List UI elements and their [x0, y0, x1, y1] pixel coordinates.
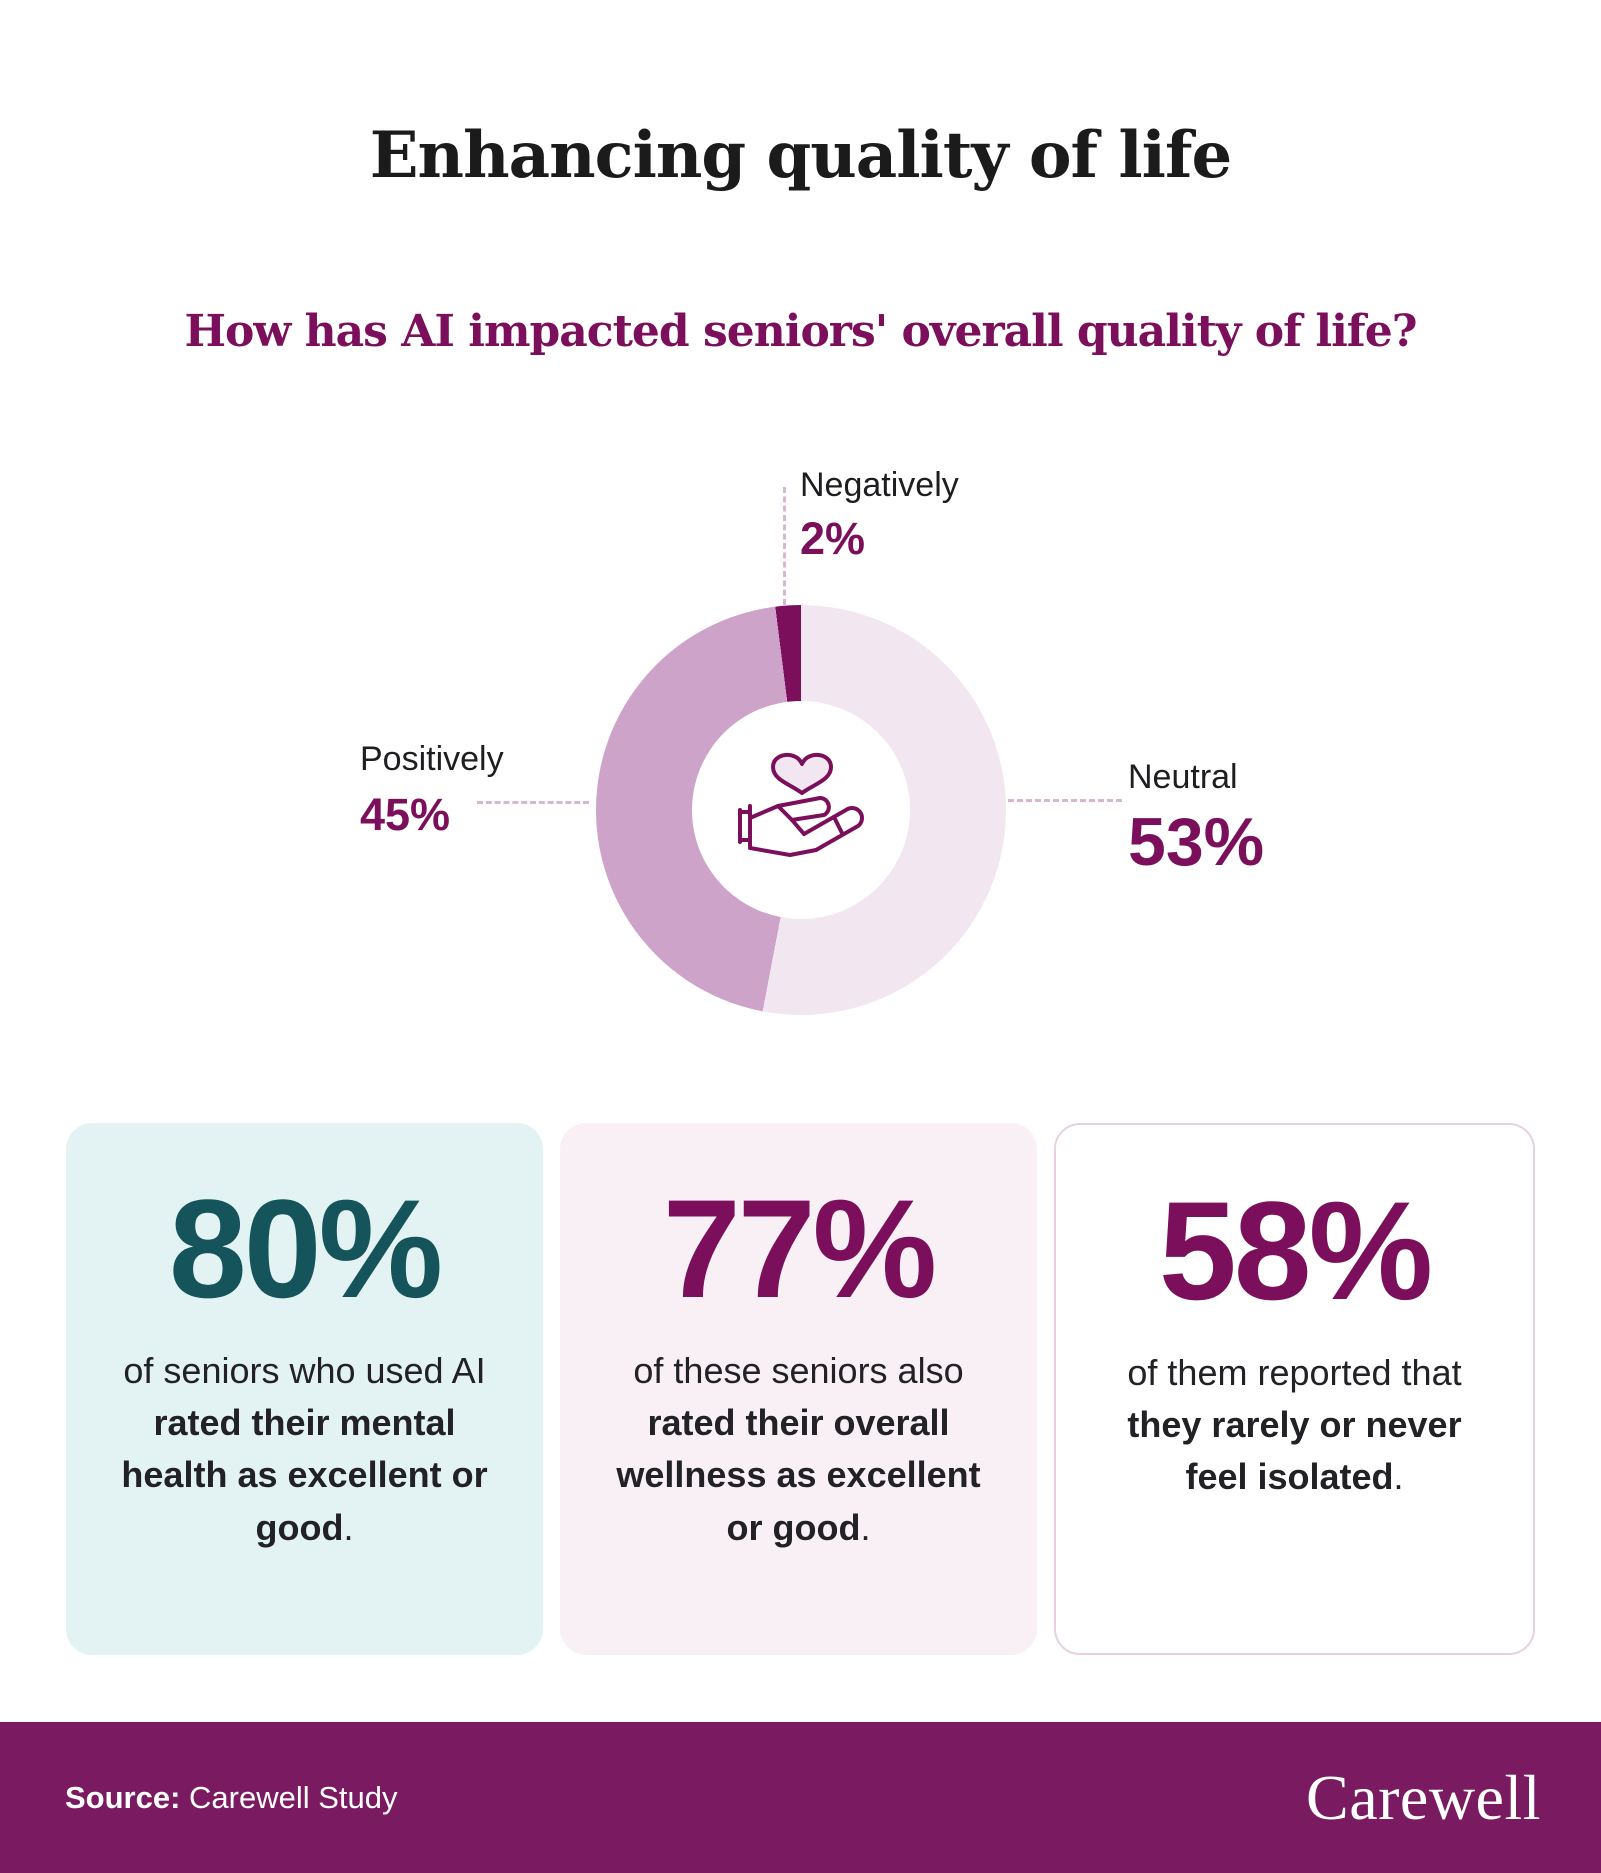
stat-card-isolation: 58% of them reported that they rarely or… [1054, 1123, 1535, 1655]
stat-desc-1: of these seniors also rated their overal… [616, 1350, 981, 1548]
stat-cards: 80% of seniors who used AI rated their m… [66, 1123, 1535, 1655]
stat-value-1: 77% [662, 1170, 937, 1327]
callout-positively: Positively 45% [360, 740, 504, 841]
stat-desc-0: of seniors who used AI rated their menta… [121, 1350, 488, 1548]
callout-neutral-value: 53% [1128, 804, 1265, 880]
callout-negatively-label: Negatively [800, 466, 959, 504]
stat-card-mental-health: 80% of seniors who used AI rated their m… [66, 1123, 543, 1655]
stat-value-2: 58% [1158, 1172, 1433, 1329]
callout-line-negatively [783, 487, 786, 605]
carewell-logo: Carewell [1306, 1761, 1541, 1833]
source-label: Source: [65, 1779, 181, 1815]
callout-positively-value: 45% [360, 789, 451, 840]
callout-line-neutral [1008, 799, 1122, 802]
stat-value-0: 80% [168, 1170, 443, 1327]
heart-in-hand-icon [738, 753, 864, 857]
callout-neutral: Neutral 53% [1128, 758, 1264, 881]
source-value: Carewell Study [180, 1779, 398, 1815]
callout-negatively: Negatively 2% [800, 466, 959, 565]
stat-desc-2: of them reported that they rarely or nev… [1127, 1352, 1462, 1498]
stat-card-overall-wellness: 77% of these seniors also rated their ov… [560, 1123, 1037, 1655]
callout-neutral-label: Neutral [1128, 758, 1238, 796]
footer: Source: Carewell Study Carewell [0, 1722, 1601, 1873]
chart-question: How has AI impacted seniors' overall qua… [184, 306, 1417, 357]
callout-line-positively [477, 801, 589, 804]
callout-positively-label: Positively [360, 740, 504, 778]
callout-negatively-value: 2% [800, 513, 866, 564]
page-title: Enhancing quality of life [369, 118, 1232, 193]
donut-hole [692, 701, 910, 919]
source-text: Source: Carewell Study [65, 1780, 398, 1816]
